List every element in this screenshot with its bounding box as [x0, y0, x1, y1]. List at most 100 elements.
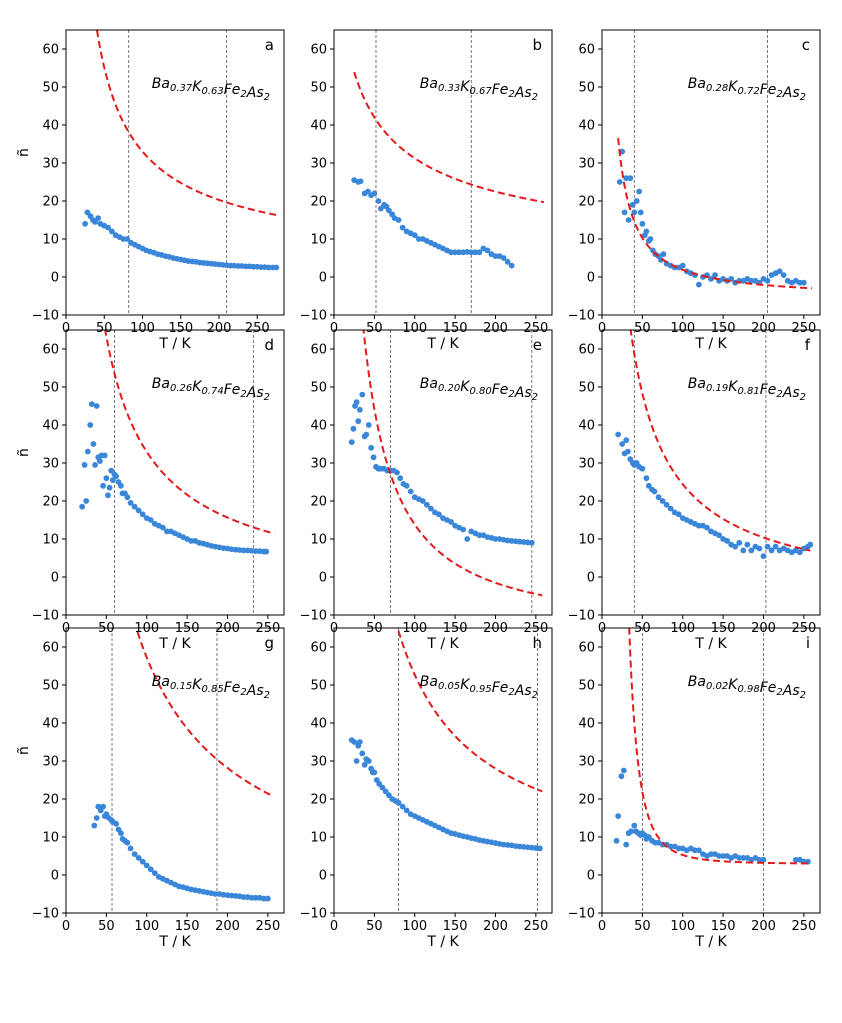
- xtick-label: 50: [366, 919, 383, 934]
- fit-curve-i: [628, 628, 811, 865]
- point-g-46: [248, 894, 255, 901]
- point-i-20: [667, 843, 674, 850]
- panel-letter: h: [532, 634, 542, 652]
- point-c-15: [647, 236, 654, 242]
- ytick-label: 20: [578, 495, 595, 510]
- axes-frame-e: [333, 329, 553, 616]
- point-e-4: [355, 418, 362, 425]
- xtick-label: 200: [751, 321, 776, 336]
- points-h: [348, 737, 543, 852]
- point-f-18: [667, 505, 674, 512]
- point-i-37: [736, 855, 743, 861]
- point-f-15: [655, 494, 662, 501]
- point-b-27: [448, 249, 454, 256]
- point-b-28: [452, 249, 459, 256]
- point-c-9: [636, 188, 643, 195]
- xtick-label: 250: [255, 919, 280, 934]
- x-axis-label: T / K: [694, 636, 727, 652]
- point-d-6: [90, 441, 97, 447]
- ytick-label: 30: [578, 755, 595, 770]
- axes-frame-g: [65, 627, 285, 914]
- point-f-14: [651, 488, 658, 495]
- point-h-2: [353, 758, 360, 764]
- point-i-32: [716, 853, 722, 859]
- ytick-label: 0: [319, 869, 327, 884]
- point-e-22: [403, 482, 410, 489]
- ytick-label: 20: [310, 495, 327, 510]
- points-a: [82, 209, 280, 271]
- ytick-label: 10: [310, 831, 327, 846]
- point-a-52: [273, 264, 280, 271]
- ytick-label: −10: [32, 309, 59, 324]
- xtick-label: 150: [443, 321, 468, 336]
- point-e-53: [528, 539, 535, 546]
- point-e-30: [436, 511, 442, 518]
- xtick-label: 150: [175, 919, 200, 934]
- point-f-25: [695, 522, 702, 529]
- x-axis-label: T / K: [158, 934, 191, 950]
- xtick-label: 100: [670, 321, 695, 336]
- ytick-label: 10: [310, 533, 327, 548]
- composition-formula: Ba0.19K0.81Fe2As2: [688, 376, 806, 403]
- points-f: [615, 431, 814, 559]
- point-e-10: [368, 444, 375, 451]
- point-a-0: [82, 220, 89, 227]
- composition-formula: Ba0.28K0.72Fe2As2: [688, 76, 806, 103]
- points-e: [348, 391, 535, 546]
- point-i-22: [675, 845, 682, 852]
- ytick-label: 40: [310, 717, 327, 732]
- ytick-label: 0: [51, 869, 59, 884]
- xtick-label: 150: [443, 919, 468, 934]
- fit-curve-g: [135, 628, 273, 797]
- xtick-label: 200: [207, 321, 232, 336]
- ytick-label: −10: [568, 309, 595, 324]
- point-f-35: [736, 539, 743, 546]
- axes-frame-h: [333, 627, 553, 914]
- point-e-3: [353, 399, 360, 406]
- ytick-label: 30: [578, 457, 595, 472]
- point-i-42: [756, 856, 763, 863]
- xtick-label: 150: [711, 919, 736, 934]
- point-d-22: [118, 482, 124, 489]
- x-axis-label: T / K: [426, 934, 459, 950]
- point-a-13: [124, 236, 131, 242]
- point-e-11: [370, 454, 377, 461]
- point-d-29: [139, 511, 146, 518]
- point-e-36: [460, 526, 467, 533]
- points-b: [351, 177, 515, 269]
- ytick-label: 30: [42, 755, 59, 770]
- point-i-26: [691, 847, 698, 854]
- x-axis-label: T / K: [426, 636, 459, 652]
- xtick-label: 250: [523, 919, 548, 934]
- xtick-label: 200: [751, 919, 776, 934]
- fit-curve-e: [362, 330, 543, 597]
- ytick-label: 30: [578, 157, 595, 172]
- point-h-20: [399, 803, 406, 810]
- ytick-label: 10: [42, 831, 59, 846]
- point-c-8: [633, 198, 640, 204]
- point-b-6: [371, 190, 378, 197]
- point-c-49: [776, 268, 783, 275]
- point-b-8: [377, 205, 384, 212]
- point-i-0: [613, 837, 620, 844]
- ytick-label: 0: [587, 571, 595, 586]
- point-h-11: [371, 769, 378, 776]
- xtick-label: 0: [330, 321, 338, 336]
- panel-letter: i: [806, 634, 810, 652]
- point-d-25: [124, 494, 131, 501]
- point-e-20: [397, 475, 404, 482]
- ytick-label: 50: [42, 679, 59, 694]
- point-d-34: [159, 524, 166, 531]
- ytick-label: 60: [42, 641, 59, 656]
- point-e-23: [407, 488, 414, 495]
- ytick-label: 10: [42, 233, 59, 248]
- ytick-label: 40: [42, 717, 59, 732]
- point-g-1: [93, 815, 100, 821]
- ytick-label: 30: [42, 457, 59, 472]
- xtick-label: 50: [96, 321, 113, 336]
- point-h-19: [395, 799, 402, 806]
- point-d-13: [101, 452, 108, 459]
